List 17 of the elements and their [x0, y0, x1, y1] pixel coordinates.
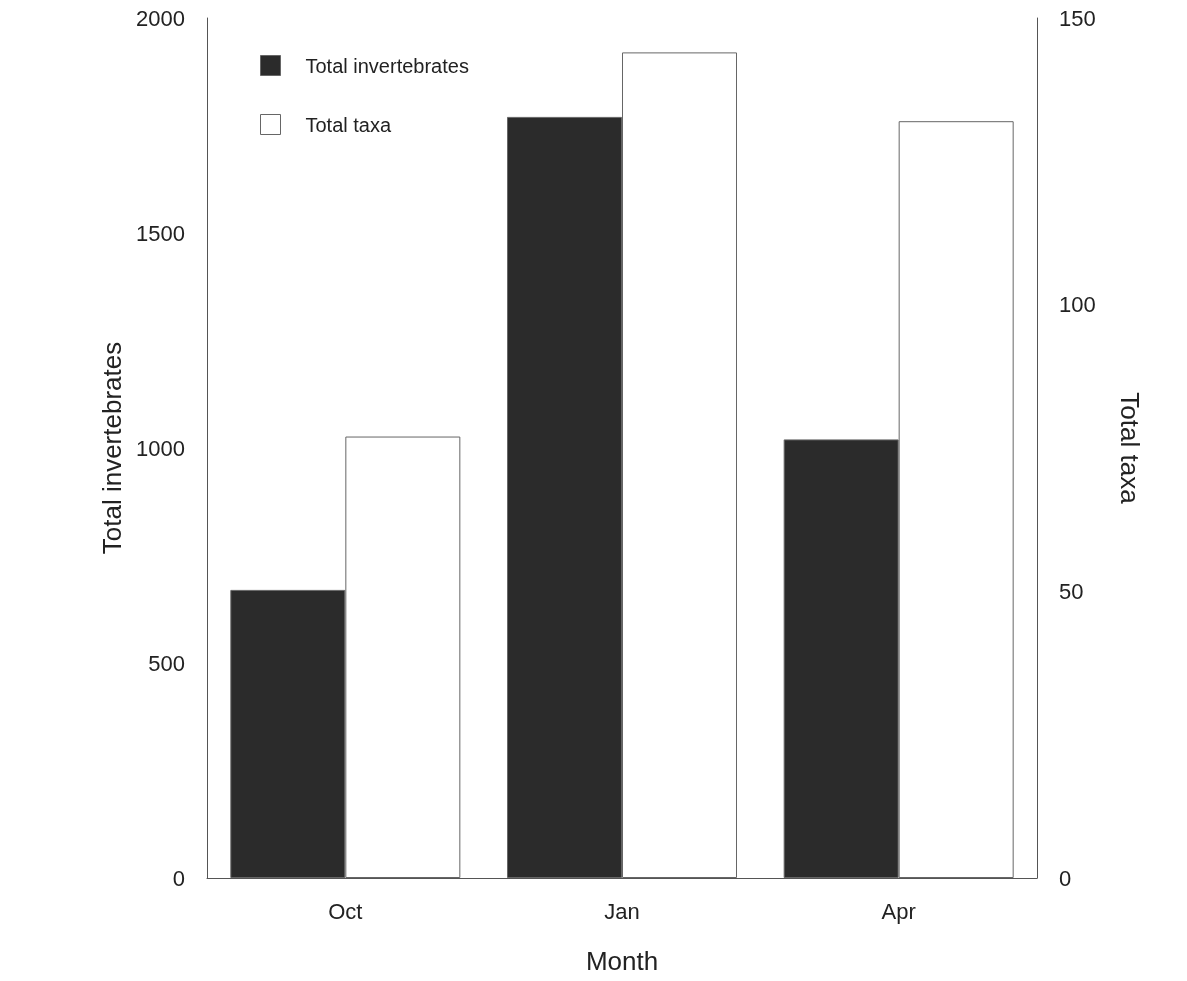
x-tick-label: Jan [604, 898, 640, 924]
y-tick-label: 1500 [136, 220, 185, 246]
y2-tick-label: 0 [1059, 865, 1072, 891]
y2-tick-label: 100 [1059, 292, 1096, 318]
legend-label: Total invertebrates [305, 54, 469, 77]
y-tick-label: 0 [172, 865, 185, 891]
y-tick-label: 500 [148, 650, 185, 676]
y2-axis-title: Total taxa [1115, 392, 1145, 505]
x-axis-title: Month [585, 946, 659, 976]
x-tick-label: Apr [881, 898, 916, 924]
y2-tick-label: 50 [1059, 578, 1084, 604]
y-tick-label: 1000 [136, 435, 185, 461]
y-tick-label: 2000 [136, 5, 185, 31]
legend-label: Total taxa [305, 113, 392, 136]
y2-tick-label: 150 [1059, 5, 1096, 31]
x-tick-label: Oct [328, 898, 363, 924]
y-axis-title: Total invertebrates [97, 341, 128, 555]
